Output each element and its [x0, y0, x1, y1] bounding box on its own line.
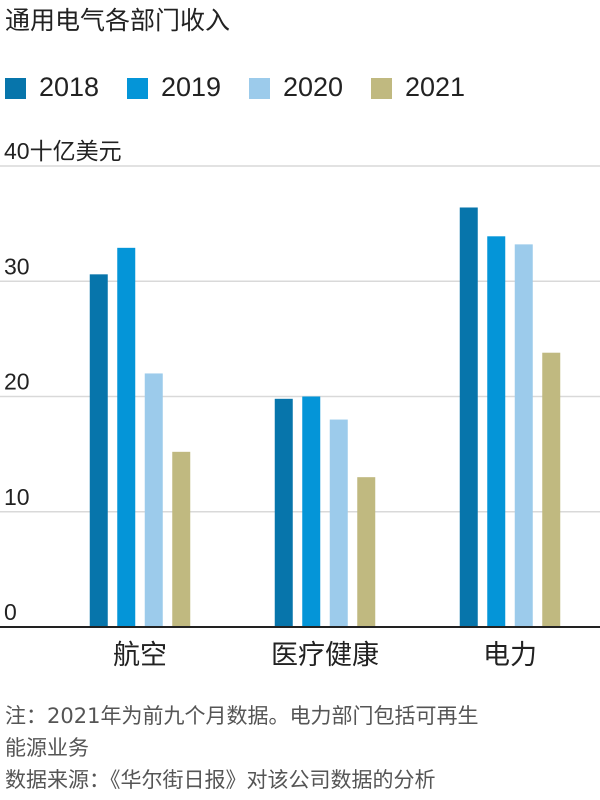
- legend-swatch-2019: [127, 78, 148, 99]
- x-category-label-1: 医疗健康: [271, 640, 379, 671]
- note-line-2: 能源业务: [5, 736, 89, 760]
- y-tick-label-10: 10: [4, 484, 30, 510]
- bar-电力-2019: [487, 236, 506, 627]
- legend-label-2021: 2021: [405, 72, 466, 102]
- legend-label-2018: 2018: [39, 72, 100, 102]
- x-category-label-0: 航空: [113, 640, 167, 671]
- legend-swatch-2018: [5, 78, 26, 99]
- bar-医疗健康-2020: [329, 419, 348, 627]
- legend: 2018 2019 2020 2021: [5, 72, 595, 102]
- bar-航空-2020: [144, 373, 163, 627]
- y-tick-label-30: 30: [4, 253, 30, 279]
- bar-医疗健康-2021: [357, 477, 376, 627]
- legend-label-2019: 2019: [161, 72, 222, 102]
- x-category-label-2: 电力: [483, 640, 537, 671]
- bar-航空-2018: [89, 274, 108, 627]
- y-tick-label-40: 40十亿美元: [4, 138, 122, 164]
- bar-电力-2020: [514, 244, 533, 627]
- bar-航空-2019: [117, 247, 136, 627]
- bar-医疗健康-2019: [302, 396, 321, 627]
- chart-title: 通用电气各部门收入: [5, 6, 231, 35]
- bar-医疗健康-2018: [274, 398, 293, 627]
- chart-notes: 注：2021年为前九个月数据。电力部门包括可再生 能源业务 数据来源：《华尔街日…: [5, 700, 595, 796]
- y-tick-label-0: 0: [4, 599, 17, 625]
- legend-swatch-2020: [249, 78, 270, 99]
- bar-电力-2018: [459, 207, 478, 627]
- y-tick-label-20: 20: [4, 369, 30, 395]
- legend-label-2020: 2020: [283, 72, 344, 102]
- legend-swatch-2021: [371, 78, 392, 99]
- bar-航空-2021: [172, 451, 191, 627]
- bar-电力-2021: [542, 352, 561, 627]
- source-line: 数据来源：《华尔街日报》对该公司数据的分析: [5, 768, 436, 792]
- note-line-1: 注：2021年为前九个月数据。电力部门包括可再生: [5, 704, 479, 728]
